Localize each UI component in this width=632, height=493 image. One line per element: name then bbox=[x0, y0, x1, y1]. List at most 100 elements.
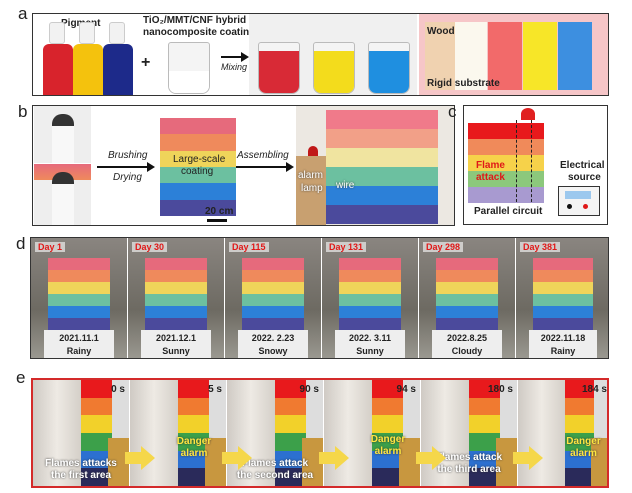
frame-caption: Danger alarm bbox=[566, 436, 601, 459]
weather-photo: Day 115 2022. 2.23 Snowy bbox=[225, 238, 321, 358]
substrate-panel: Wood Rigid substrate bbox=[419, 14, 608, 95]
electrical-label: Electrical bbox=[560, 160, 605, 171]
frame-caption: Danger alarm bbox=[370, 434, 406, 457]
panel-b-label: b bbox=[18, 102, 28, 121]
coating-label: coating bbox=[181, 166, 214, 177]
panel-d: Day 1 2021.11.1 Rainy Day 30 2021.12.1 Sunny… bbox=[30, 237, 609, 359]
wire-ladder bbox=[516, 120, 532, 202]
mixing-label: Mixing bbox=[221, 62, 248, 72]
scale-bar-label: 20 cm bbox=[205, 206, 234, 217]
fire-test-frame: 180 s Flames attack the third area bbox=[421, 380, 517, 486]
date-label: 2022. 2.23 bbox=[251, 333, 295, 343]
day-label: Day 381 bbox=[520, 242, 561, 252]
day-label: Day 1 bbox=[35, 242, 66, 252]
yellow-pigment-bottle bbox=[73, 44, 103, 95]
weather-label: Rainy bbox=[66, 346, 92, 356]
large-scale-label: Large-scale bbox=[173, 154, 226, 165]
weather-label: Cloudy bbox=[451, 346, 483, 356]
fire-test-frame: 0 s Flames attacks the first area bbox=[33, 380, 129, 486]
time-label: 0 s bbox=[111, 384, 125, 395]
sequence-arrow-icon bbox=[319, 446, 349, 470]
time-label: 180 s bbox=[487, 384, 513, 395]
blue-pigment-bottle bbox=[103, 44, 133, 95]
weather-photo: Day 381 2022.11.18 Rainy bbox=[516, 238, 608, 358]
date-caption: 2021.11.1 Rainy bbox=[44, 330, 114, 358]
weather-photo: Day 1 2021.11.1 Rainy bbox=[31, 238, 127, 358]
sequence-arrow-icon bbox=[513, 446, 543, 470]
alarm-label: alarm bbox=[298, 170, 324, 181]
time-label: 94 s bbox=[396, 384, 416, 395]
yellow-beaker bbox=[313, 42, 355, 94]
panel-a: Pigment TiO₂/MMT/CNF hybrid nanocomposit… bbox=[32, 13, 609, 96]
fire-test-frame: 90 s Flames attack the second area bbox=[227, 380, 323, 486]
mixing-arrow bbox=[221, 52, 249, 62]
red-pigment-bottle bbox=[43, 44, 73, 95]
weather-photo: Day 298 2022.8.25 Cloudy bbox=[419, 238, 515, 358]
time-label: 5 s bbox=[208, 384, 222, 395]
coating-label: TiO₂/MMT/CNF hybrid bbox=[143, 15, 247, 26]
frame-caption: Flames attack the second area bbox=[236, 458, 314, 481]
panel-c-label: c bbox=[448, 102, 457, 121]
assembling-arrow bbox=[236, 162, 294, 172]
date-caption: 2022.11.18 Rainy bbox=[529, 330, 597, 358]
weather-photo: Day 30 2021.12.1 Sunny bbox=[128, 238, 224, 358]
panel-e-label: e bbox=[16, 368, 26, 387]
fire-test-frame: 5 s Danger alarm bbox=[130, 380, 226, 486]
parallel-circuit-label: Parallel circuit bbox=[474, 206, 543, 217]
large-scale-board bbox=[160, 118, 236, 216]
weather-label: Rainy bbox=[550, 346, 576, 356]
frame-caption: Flames attack the third area bbox=[435, 452, 503, 475]
assembling-label: Assembling bbox=[237, 150, 289, 161]
plus-sign: + bbox=[141, 54, 151, 71]
fire-test-frame: 184 s Danger alarm bbox=[518, 380, 607, 486]
fire-test-frame: 94 s Danger alarm bbox=[324, 380, 420, 486]
power-supply-icon bbox=[558, 186, 600, 216]
brushing-photo-bottom bbox=[34, 164, 91, 225]
panel-d-label: d bbox=[16, 234, 26, 253]
date-caption: 2022. 3.11 Sunny bbox=[335, 330, 405, 358]
brushing-arrow bbox=[97, 162, 155, 172]
brushing-label: Brushing bbox=[108, 150, 148, 161]
weather-label: Sunny bbox=[356, 346, 384, 356]
source-label: source bbox=[568, 172, 601, 183]
red-beaker bbox=[258, 42, 300, 94]
rigid-substrate-label: Rigid substrate bbox=[427, 78, 500, 89]
date-label: 2021.11.1 bbox=[59, 333, 99, 343]
assembled-photo: alarm lamp wire bbox=[296, 106, 454, 225]
sequence-arrow-icon bbox=[125, 446, 155, 470]
panel-c: Flame attack Electrical source Parallel … bbox=[463, 105, 608, 225]
drying-label: Drying bbox=[113, 172, 142, 183]
date-caption: 2022. 2.23 Snowy bbox=[238, 330, 308, 358]
date-label: 2022. 3.11 bbox=[348, 333, 392, 343]
day-label: Day 115 bbox=[229, 242, 269, 252]
white-coating-beaker bbox=[168, 42, 210, 94]
flame-label: Flame bbox=[476, 160, 505, 171]
panel-a-label: a bbox=[18, 4, 28, 23]
weather-photo: Day 131 2022. 3.11 Sunny bbox=[322, 238, 418, 358]
attack-label: attack bbox=[476, 172, 505, 183]
frame-caption: Flames attacks the first area bbox=[45, 458, 117, 481]
weather-label: Sunny bbox=[162, 346, 190, 356]
lamp-label: lamp bbox=[301, 183, 323, 194]
day-label: Day 298 bbox=[423, 242, 464, 252]
date-caption: 2021.12.1 Sunny bbox=[141, 330, 211, 358]
time-label: 90 s bbox=[299, 384, 319, 395]
time-label: 184 s bbox=[581, 384, 607, 395]
day-label: Day 30 bbox=[132, 242, 168, 252]
date-label: 2022.8.25 bbox=[446, 333, 488, 343]
wire-label: wire bbox=[336, 180, 355, 191]
coating-label-2: nanocomposite coating bbox=[143, 27, 256, 38]
wood-label: Wood bbox=[427, 26, 455, 37]
alarm-lamp-icon bbox=[521, 108, 535, 120]
weather-label: Snowy bbox=[258, 346, 288, 356]
date-label: 2021.12.1 bbox=[155, 333, 197, 343]
date-caption: 2022.8.25 Cloudy bbox=[432, 330, 502, 358]
day-label: Day 131 bbox=[326, 242, 367, 252]
brushing-photo-top bbox=[34, 106, 91, 163]
panel-e: 0 s Flames attacks the first area 5 s Dange… bbox=[31, 378, 609, 488]
sequence-arrow-icon bbox=[416, 446, 446, 470]
blue-beaker bbox=[368, 42, 410, 94]
scale-bar bbox=[207, 219, 227, 222]
sequence-arrow-icon bbox=[222, 446, 252, 470]
frame-caption: Danger alarm bbox=[176, 436, 212, 459]
